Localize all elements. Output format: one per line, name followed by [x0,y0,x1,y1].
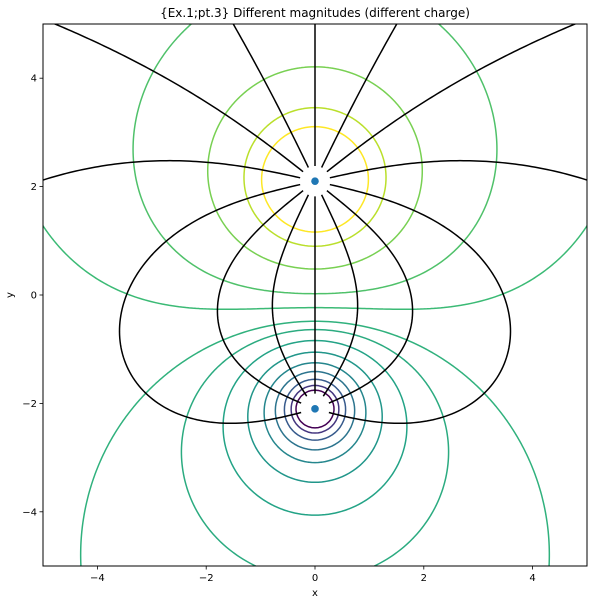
y-tick-label: −2 [22,399,37,410]
x-tick-label: −4 [90,573,105,584]
x-tick-label: −2 [199,573,214,584]
negative-charge-marker [311,405,319,413]
y-tick-label: 4 [31,74,37,85]
x-tick-label: 4 [529,573,535,584]
y-axis-label: y [5,292,16,298]
x-tick-label: 0 [312,573,318,584]
chart-title: {Ex.1;pt.3} Different magnitudes (differ… [160,6,470,20]
y-tick-label: −4 [22,507,37,518]
positive-charge-marker [311,177,319,185]
y-tick-label: 2 [31,182,37,193]
x-axis-label: x [312,588,318,599]
x-tick-label: 2 [421,573,427,584]
y-tick-label: 0 [31,291,37,302]
